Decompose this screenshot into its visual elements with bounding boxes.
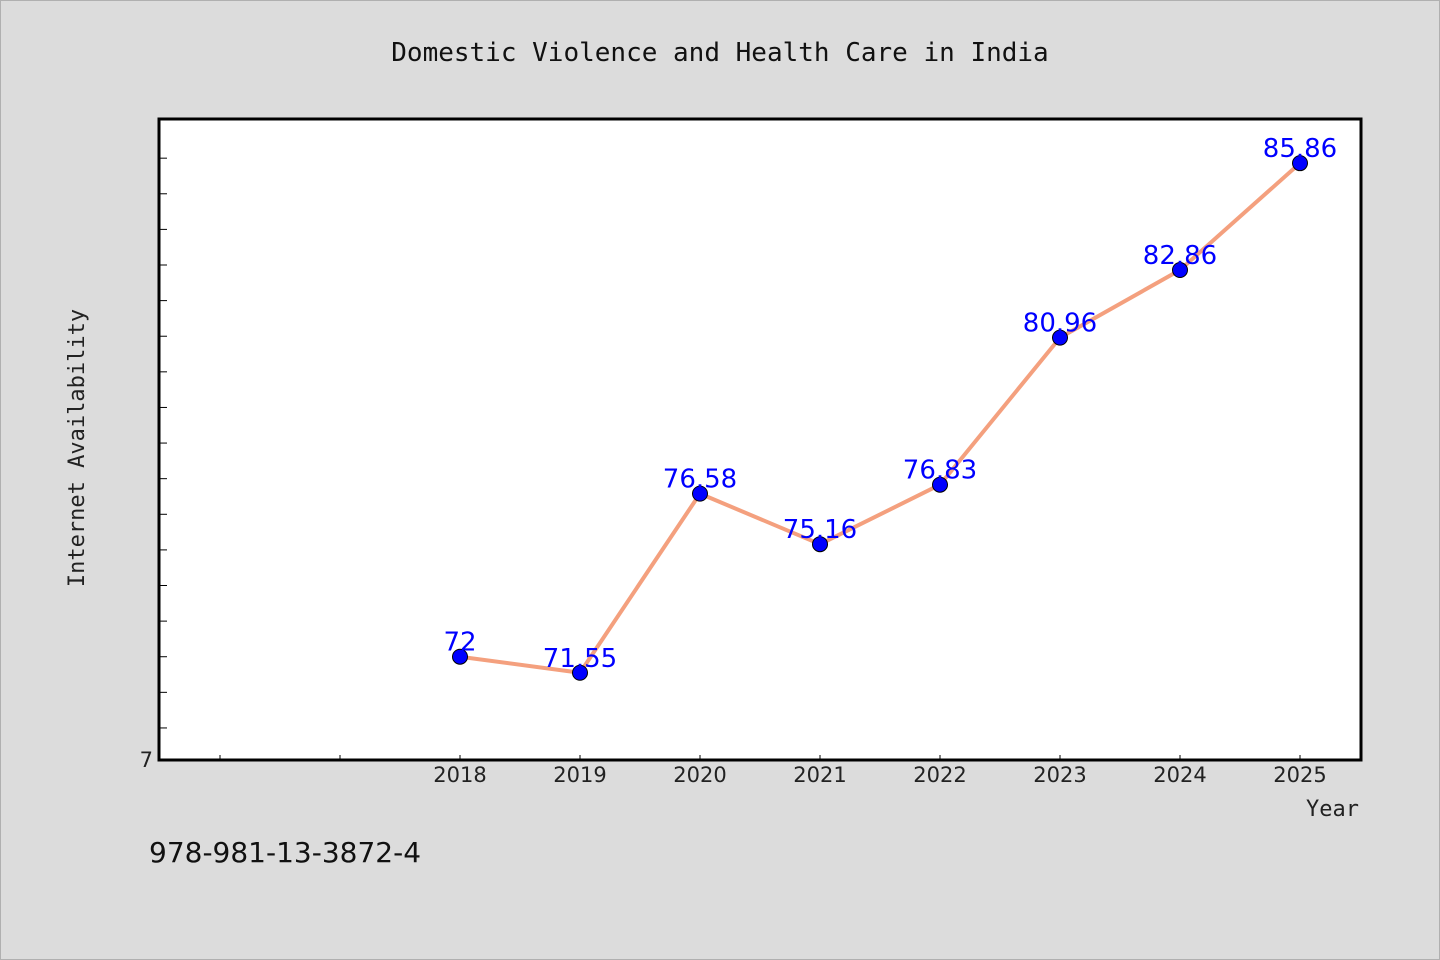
y-axis-tick-labels: 7 [140, 748, 153, 772]
data-point-marker [812, 536, 828, 553]
x-axis-tick-labels: 2018 2019 2020 2021 2022 2023 2024 2025 [433, 763, 1326, 787]
x-tick-label: 2018 [433, 763, 486, 787]
data-labels: 72 71.55 76.58 75.16 76.83 80.96 82.86 85.86 [443, 134, 1337, 674]
x-tick-label: 2022 [913, 763, 966, 787]
data-point-marker [692, 485, 708, 502]
y-tick-label: 7 [140, 748, 153, 772]
series-polyline [458, 161, 1302, 675]
data-label: 76.58 [663, 465, 737, 495]
y-axis-label: Internet Availability [65, 309, 90, 587]
data-label: 82.86 [1143, 241, 1217, 271]
series-line [458, 161, 1302, 675]
x-axis-ticks [219, 755, 1301, 760]
data-point-marker [1172, 261, 1188, 278]
data-point-marker [572, 664, 588, 681]
x-tick-label: 2024 [1153, 763, 1206, 787]
data-label: 76.83 [903, 456, 977, 486]
data-label: 72 [443, 628, 476, 658]
data-point-marker [1052, 329, 1068, 346]
isbn-footer: 978-981-13-3872-4 [149, 836, 421, 869]
data-point-marker [932, 476, 948, 493]
x-tick-label: 2023 [1033, 763, 1086, 787]
x-tick-label: 2021 [793, 763, 846, 787]
plot-area [157, 117, 1363, 762]
chart-title: Domestic Violence and Health Care in Ind… [391, 38, 1048, 68]
x-tick-label: 2020 [673, 763, 726, 787]
x-tick-label: 2019 [553, 763, 606, 787]
data-label: 71.55 [543, 644, 617, 674]
data-point-marker [452, 648, 468, 665]
data-point-marker [1292, 155, 1308, 172]
y-axis-ticks [159, 157, 167, 729]
x-axis-label: Year [1306, 797, 1359, 822]
x-tick-label: 2025 [1273, 763, 1326, 787]
data-label: 80.96 [1023, 309, 1097, 339]
data-label: 75.16 [783, 515, 857, 545]
data-label: 85.86 [1263, 134, 1337, 164]
series-markers [452, 155, 1308, 681]
